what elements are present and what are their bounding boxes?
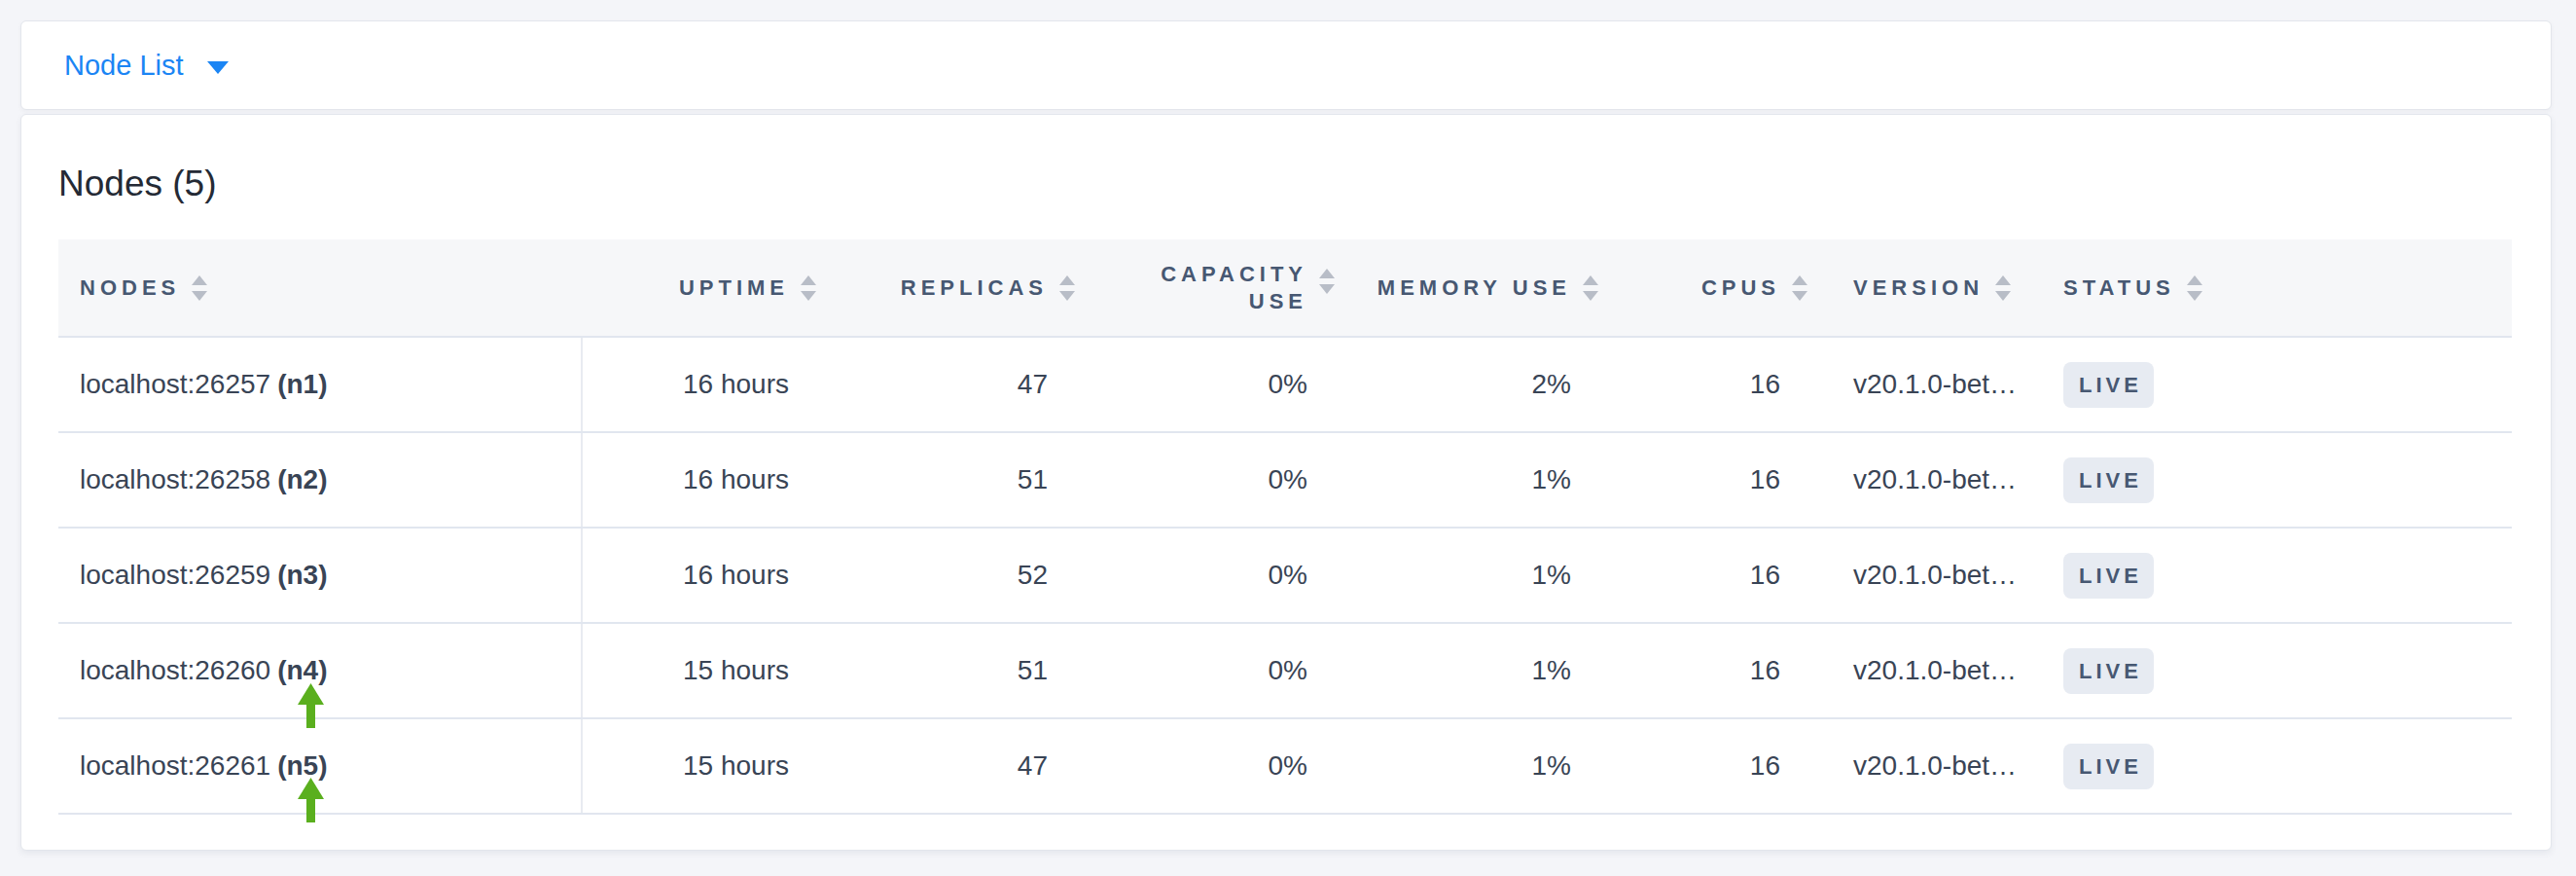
replicas-cell: 51 — [823, 623, 1082, 718]
node-address: localhost:26258 — [80, 464, 270, 494]
uptime-cell: 15 hours — [582, 718, 823, 814]
page-title: Nodes (5) — [58, 163, 2551, 205]
green-arrow-annotation-n4 — [298, 683, 324, 728]
memory-use-cell: 2% — [1342, 337, 1605, 432]
capacity-use-cell: 0% — [1082, 337, 1342, 432]
sort-icon — [2187, 275, 2202, 301]
sort-icon — [192, 275, 207, 301]
column-header-memory-use[interactable]: MEMORY USE — [1342, 239, 1605, 337]
uptime-cell: 16 hours — [582, 528, 823, 623]
status-badge: LIVE — [2063, 648, 2154, 694]
node-id: (n4) — [277, 655, 327, 685]
memory-use-cell: 1% — [1342, 432, 1605, 528]
capacity-use-cell: 0% — [1082, 432, 1342, 528]
replicas-cell: 47 — [823, 337, 1082, 432]
node-address: localhost:26259 — [80, 560, 270, 590]
node-id: (n3) — [277, 560, 327, 590]
node-list-dropdown-label: Node List — [64, 52, 184, 80]
node-list-page: { "colors": { "accent_blue": "#1b85f4", … — [0, 0, 2576, 876]
column-header-uptime[interactable]: UPTIME — [582, 239, 823, 337]
column-header-capacity-use[interactable]: CAPACITY USE — [1082, 239, 1342, 337]
memory-use-cell: 1% — [1342, 623, 1605, 718]
sort-icon — [1583, 275, 1598, 301]
cpus-cell: 16 — [1605, 528, 1814, 623]
column-header-replicas[interactable]: REPLICAS — [823, 239, 1082, 337]
replicas-cell: 52 — [823, 528, 1082, 623]
sort-icon — [1059, 275, 1075, 301]
column-header-nodes[interactable]: NODES — [58, 239, 582, 337]
node-id: (n2) — [277, 464, 327, 494]
node-id: (n5) — [277, 750, 327, 781]
sort-icon — [801, 275, 816, 301]
replicas-cell: 47 — [823, 718, 1082, 814]
capacity-use-cell: 0% — [1082, 528, 1342, 623]
table-header-row: NODES UPTIME REPLICAS — [58, 239, 2512, 337]
status-badge: LIVE — [2063, 362, 2154, 408]
nodes-card: Nodes (5) NODES UPTIME — [20, 114, 2552, 851]
node-id: (n1) — [277, 369, 327, 399]
table-row-n1[interactable]: localhost:26257(n1) 16 hours 47 0% 2% 16… — [58, 337, 2512, 432]
cpus-cell: 16 — [1605, 337, 1814, 432]
node-list-dropdown[interactable]: Node List — [64, 52, 229, 80]
column-header-status[interactable]: STATUS — [2038, 239, 2512, 337]
table-row-n4[interactable]: localhost:26260(n4) 15 hours 51 0% 1% 16… — [58, 623, 2512, 718]
table-row-n2[interactable]: localhost:26258(n2) 16 hours 51 0% 1% 16… — [58, 432, 2512, 528]
cpus-cell: 16 — [1605, 623, 1814, 718]
sort-icon — [1995, 275, 2011, 301]
status-badge: LIVE — [2063, 457, 2154, 503]
chevron-down-icon — [207, 61, 229, 74]
version-cell: v20.1.0-bet… — [1814, 623, 2038, 718]
version-cell: v20.1.0-bet… — [1814, 432, 2038, 528]
uptime-cell: 16 hours — [582, 432, 823, 528]
node-address: localhost:26261 — [80, 750, 270, 781]
green-arrow-annotation-n5 — [298, 778, 324, 822]
uptime-cell: 15 hours — [582, 623, 823, 718]
node-address: localhost:26260 — [80, 655, 270, 685]
column-header-cpus[interactable]: CPUS — [1605, 239, 1814, 337]
memory-use-cell: 1% — [1342, 718, 1605, 814]
sort-icon — [1792, 275, 1807, 301]
cpus-cell: 16 — [1605, 432, 1814, 528]
version-cell: v20.1.0-bet… — [1814, 528, 2038, 623]
table-row-n3[interactable]: localhost:26259(n3) 16 hours 52 0% 1% 16… — [58, 528, 2512, 623]
sort-icon — [1319, 269, 1335, 294]
capacity-use-cell: 0% — [1082, 718, 1342, 814]
cpus-cell: 16 — [1605, 718, 1814, 814]
version-cell: v20.1.0-bet… — [1814, 718, 2038, 814]
status-badge: LIVE — [2063, 744, 2154, 789]
table-row-n5[interactable]: localhost:26261(n5) 15 hours 47 0% 1% 16… — [58, 718, 2512, 814]
view-selector-bar: Node List — [20, 20, 2552, 110]
version-cell: v20.1.0-bet… — [1814, 337, 2038, 432]
memory-use-cell: 1% — [1342, 528, 1605, 623]
nodes-table: NODES UPTIME REPLICAS — [58, 239, 2512, 815]
replicas-cell: 51 — [823, 432, 1082, 528]
status-badge: LIVE — [2063, 553, 2154, 599]
column-header-version[interactable]: VERSION — [1814, 239, 2038, 337]
uptime-cell: 16 hours — [582, 337, 823, 432]
node-address: localhost:26257 — [80, 369, 270, 399]
capacity-use-cell: 0% — [1082, 623, 1342, 718]
